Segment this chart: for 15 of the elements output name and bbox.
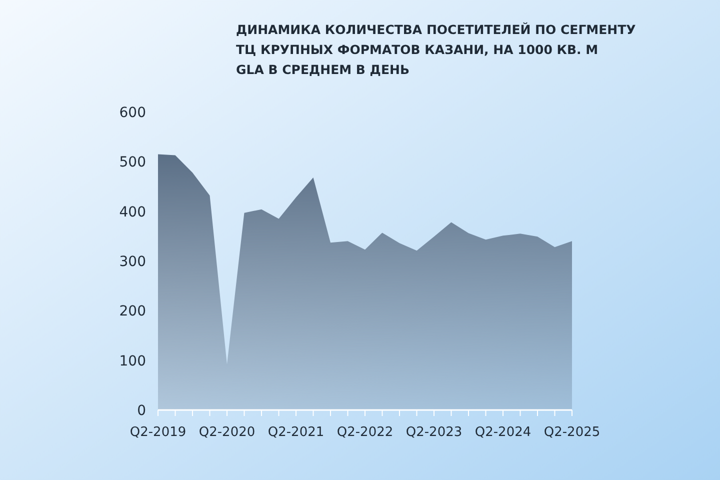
y-tick-label: 0 [137,403,146,419]
x-tick-label: Q2-2019 [130,425,186,440]
y-tick-label: 600 [119,105,146,121]
y-tick-label: 100 [119,353,146,370]
x-tick-label: Q2-2022 [336,425,394,440]
x-tick-label: Q2-2023 [406,425,462,440]
x-tick-label: Q2-2021 [268,425,324,440]
x-tick-label: Q2-2024 [474,425,532,440]
x-tick-label: Q2-2025 [544,425,600,440]
y-tick-label: 200 [119,304,146,320]
x-tick-label: Q2-2020 [198,425,256,440]
y-tick-label: 300 [119,254,146,270]
y-tick-label: 400 [119,204,146,220]
y-tick-label: 500 [119,154,146,171]
chart-title: ДИНАМИКА КОЛИЧЕСТВА ПОСЕТИТЕЛЕЙ ПО СЕГМЕНТУ ТЦ КРУПНЫХ ФОРМАТОВ КАЗАНИ, НА 1000 КВ. М GLA В СРЕДНЕМ В ДЕНЬ [236,22,636,77]
